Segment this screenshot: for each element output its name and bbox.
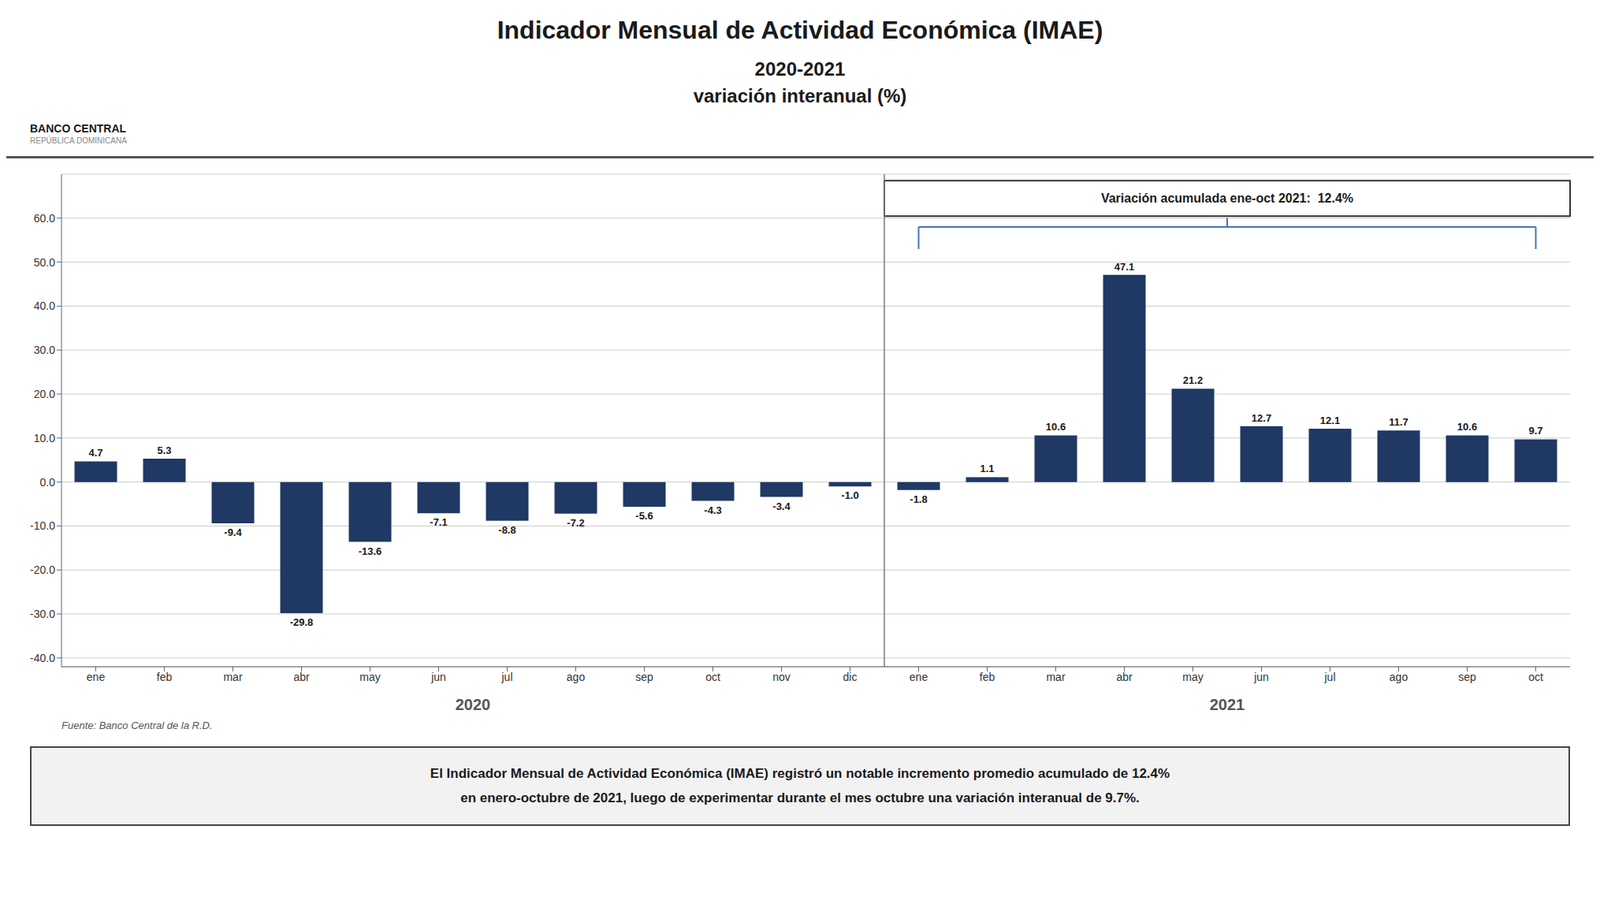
- svg-text:-13.6: -13.6: [358, 545, 383, 558]
- html-text:El Indicador Mensual de Activi: El Indicador Mensual de Actividad Económ…: [430, 766, 1170, 806]
- svg-text:9.7: 9.7: [1528, 424, 1543, 437]
- svg-text:-8.8: -8.8: [498, 524, 516, 536]
- svg-text:jun: jun: [1253, 670, 1269, 684]
- svg-text:-30.0: -30.0: [29, 607, 56, 621]
- svg-text:may: may: [359, 670, 380, 684]
- svg-text:50.0: 50.0: [33, 256, 56, 269]
- html-text:2021: 2021: [1209, 695, 1245, 714]
- svg-text:ago: ago: [566, 670, 586, 684]
- html-text:Indicador Mensual de Actividad: Indicador Mensual de Actividad Económica…: [497, 15, 1103, 45]
- svg-text:12.7: 12.7: [1251, 412, 1272, 425]
- svg-text:abr: abr: [293, 670, 310, 684]
- svg-text:40.0: 40.0: [33, 299, 56, 313]
- svg-text:jul: jul: [500, 670, 513, 684]
- svg-text:jul: jul: [1323, 670, 1336, 684]
- svg-text:mar: mar: [1045, 670, 1065, 684]
- svg-text:60.0: 60.0: [33, 212, 56, 225]
- html-text:2020: 2020: [455, 695, 491, 714]
- svg-text:-1.0: -1.0: [840, 489, 859, 502]
- svg-text:oct: oct: [705, 670, 721, 684]
- svg-text:ene: ene: [909, 670, 929, 684]
- svg-text:nov: nov: [772, 670, 791, 684]
- svg-text:-7.1: -7.1: [429, 516, 447, 529]
- svg-text:-29.8: -29.8: [290, 616, 314, 629]
- svg-text:-20.0: -20.0: [29, 563, 56, 577]
- svg-text:ene: ene: [86, 670, 106, 684]
- svg-text:-4.3: -4.3: [703, 504, 722, 517]
- svg-text:-3.4: -3.4: [772, 500, 791, 513]
- svg-text:jun: jun: [430, 670, 447, 684]
- svg-text:dic: dic: [843, 670, 858, 684]
- svg-text:feb: feb: [156, 670, 173, 684]
- svg-text:sep: sep: [1458, 670, 1477, 684]
- svg-text:1.1: 1.1: [979, 462, 994, 475]
- svg-text:12.1: 12.1: [1320, 414, 1340, 427]
- svg-text:feb: feb: [979, 670, 996, 684]
- svg-text:-1.8: -1.8: [909, 493, 927, 506]
- svg-text:4.7: 4.7: [88, 446, 103, 459]
- svg-text:-40.0: -40.0: [29, 651, 56, 665]
- svg-text:20.0: 20.0: [33, 387, 56, 401]
- html-text:2020-2021 variación interanual: 2020-2021 variación interanual (%): [693, 58, 907, 107]
- svg-text:10.6: 10.6: [1045, 420, 1066, 433]
- svg-text:abr: abr: [1116, 670, 1133, 684]
- svg-text:mar: mar: [223, 670, 242, 684]
- svg-text:sep: sep: [635, 670, 654, 684]
- svg-text:may: may: [1182, 670, 1203, 684]
- svg-text:-7.2: -7.2: [566, 517, 585, 529]
- svg-text:0.0: 0.0: [40, 476, 56, 489]
- svg-text:10.0: 10.0: [33, 431, 56, 445]
- svg-text:-5.6: -5.6: [635, 509, 653, 522]
- svg-text:30.0: 30.0: [33, 343, 56, 357]
- svg-text:11.7: 11.7: [1388, 416, 1409, 428]
- html-text:REPÚBLICA DOMINICANA: REPÚBLICA DOMINICANA: [29, 136, 127, 146]
- svg-text:oct: oct: [1528, 670, 1544, 684]
- svg-text:47.1: 47.1: [1114, 260, 1135, 273]
- svg-text:ago: ago: [1389, 670, 1409, 684]
- svg-text:5.3: 5.3: [156, 444, 172, 457]
- html-text:Fuente: Banco Central de la R.: Fuente: Banco Central de la R.D.: [61, 719, 213, 732]
- svg-text:Variación acumulada ene-oct 20: Variación acumulada ene-oct 2021: 12.4%: [1101, 191, 1354, 205]
- svg-text:21.2: 21.2: [1183, 374, 1203, 387]
- svg-text:-10.0: -10.0: [29, 519, 56, 533]
- svg-text:-9.4: -9.4: [223, 526, 242, 539]
- html-text:BANCO CENTRAL: BANCO CENTRAL: [29, 122, 127, 135]
- svg-text:10.6: 10.6: [1457, 420, 1478, 433]
